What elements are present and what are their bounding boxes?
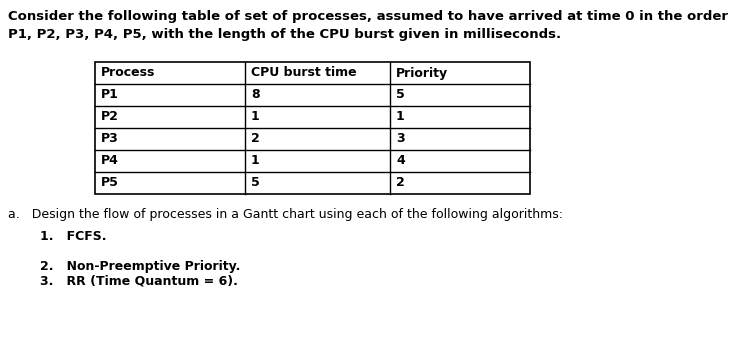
Text: Priority: Priority: [396, 66, 448, 79]
Text: P2: P2: [101, 110, 119, 123]
Text: 1: 1: [396, 110, 404, 123]
Text: 4: 4: [396, 155, 404, 168]
Text: P1, P2, P3, P4, P5, with the length of the CPU burst given in milliseconds.: P1, P2, P3, P4, P5, with the length of t…: [8, 28, 561, 41]
Text: 2: 2: [396, 176, 404, 189]
Text: P1: P1: [101, 89, 119, 102]
Text: Process: Process: [101, 66, 155, 79]
Text: 3: 3: [396, 132, 404, 145]
Text: CPU burst time: CPU burst time: [251, 66, 357, 79]
Text: 2.   Non-Preemptive Priority.: 2. Non-Preemptive Priority.: [40, 260, 240, 273]
Text: 8: 8: [251, 89, 260, 102]
Text: 3.   RR (Time Quantum = 6).: 3. RR (Time Quantum = 6).: [40, 274, 238, 287]
Text: 1: 1: [251, 110, 260, 123]
Text: P4: P4: [101, 155, 119, 168]
Text: P3: P3: [101, 132, 119, 145]
Text: P5: P5: [101, 176, 119, 189]
Text: a.   Design the flow of processes in a Gantt chart using each of the following a: a. Design the flow of processes in a Gan…: [8, 208, 563, 221]
Text: 2: 2: [251, 132, 260, 145]
Text: 1.   FCFS.: 1. FCFS.: [40, 230, 107, 243]
Bar: [95, 62, 530, 194]
Text: 1: 1: [251, 155, 260, 168]
Text: Consider the following table of set of processes, assumed to have arrived at tim: Consider the following table of set of p…: [8, 10, 728, 23]
Text: 5: 5: [251, 176, 260, 189]
Text: 5: 5: [396, 89, 404, 102]
